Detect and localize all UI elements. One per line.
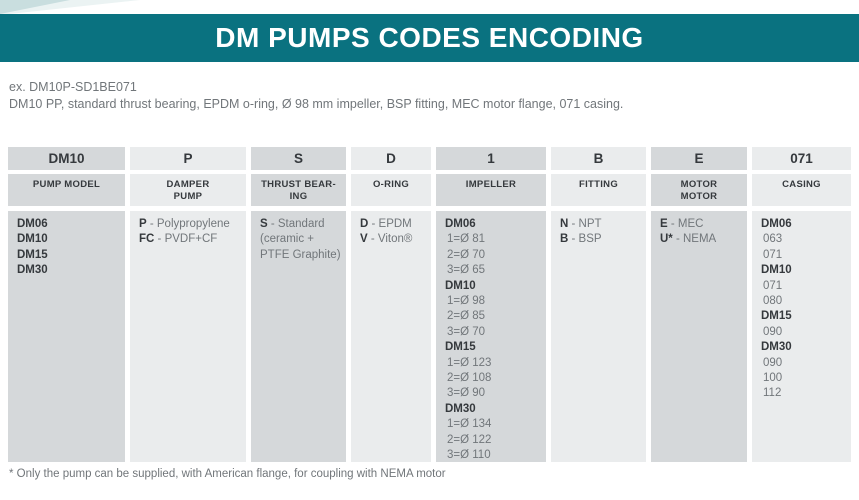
code-cell: E [651,147,747,170]
label-row: PUMP MODEL DAMPER PUMP THRUST BEAR- ING O-R… [8,174,851,206]
example-code: ex. DM10P-SD1BE071 [9,80,137,94]
body-cell: DM06 1=Ø 81 2=Ø 70 3=Ø 65 DM10 1=Ø 98 2=Ø 85 3=… [436,211,546,462]
example-description: DM10 PP, standard thrust bearing, EPDM o… [9,97,624,111]
entry-line: (ceramic + [260,233,314,246]
entry-line: 071 [763,248,783,261]
footnote: * Only the pump can be supplied, with Am… [9,468,446,480]
label-cell: MOTOR MOTOR [651,174,747,206]
entry-line: 1=Ø 134 [447,418,492,431]
body-row: DM06 DM10 DM15 DM30 P - Polypropylene FC - PV… [8,211,851,462]
entry-line: 2=Ø 85 [447,310,486,323]
codes-encoding-table: DM10 P S D 1 B E 071 PUMP MODEL DAMPER PUMP THRUS… [8,147,851,462]
title-bar: DM PUMPS CODES ENCODING [0,14,859,62]
entry-line: 080 [763,295,783,308]
code-cell: DM10 [8,147,125,170]
code-cell: S [251,147,346,170]
body-cell: P - Polypropylene FC - PVDF+CF [130,211,246,462]
code-cell: 071 [752,147,851,170]
code-cell: 1 [436,147,546,170]
entry-line: DM06 [445,218,476,230]
label-cell: PUMP MODEL [8,174,125,206]
entry-line: DM10 [17,233,48,246]
entry-line: 3=Ø 65 [447,264,486,277]
entry-line: 1=Ø 81 [447,233,486,246]
entry-line: N - NPT [560,218,602,230]
label-cell: FITTING [551,174,646,206]
entry-line: 112 [763,387,782,400]
entry-line: 090 [763,325,783,338]
entry-line: 090 [763,356,783,369]
entry-line: FC - PVDF+CF [139,233,218,246]
entry-line: B - BSP [560,233,602,246]
page-title: DM PUMPS CODES ENCODING [215,22,644,53]
code-row: DM10 P S D 1 B E 071 [8,147,851,170]
entry-line: 100 [763,372,783,385]
label-cell: DAMPER PUMP [130,174,246,206]
entry-line: S - Standard [260,218,325,230]
entry-line: DM30 [761,341,792,354]
code-cell: D [351,147,431,170]
entry-line: 1=Ø 98 [447,295,486,308]
entry-line: V - Viton® [360,233,413,246]
entry-line: 2=Ø 70 [447,248,486,261]
corner-decoration [0,0,140,15]
label-cell: IMPELLER [436,174,546,206]
body-cell: E - MEC U* - NEMA [651,211,747,462]
entry-line: 3=Ø 70 [447,325,486,338]
entry-line: DM10 [761,264,792,277]
entry-line: 071 [763,279,783,292]
body-cell: S - Standard (ceramic + PTFE Graphite) [251,211,346,462]
entry-line: P - Polypropylene [139,218,230,230]
entry-line: DM15 [445,341,476,354]
entry-line: 2=Ø 122 [447,433,492,446]
code-cell: P [130,147,246,170]
entry-line: DM30 [17,264,48,277]
entry-line: U* - NEMA [660,233,717,246]
code-cell: B [551,147,646,170]
entry-line: 063 [763,233,783,246]
entry-line: 3=Ø 90 [447,387,486,400]
entry-line: PTFE Graphite) [260,248,341,261]
label-cell: O-RING [351,174,431,206]
label-cell: CASING [752,174,851,206]
entry-line: DM10 [445,279,476,292]
example-block: ex. DM10P-SD1BE071 DM10 PP, standard thr… [9,79,850,113]
label-cell: THRUST BEAR- ING [251,174,346,206]
entry-line: DM30 [445,402,476,415]
entry-line: DM15 [761,310,792,323]
entry-line: 3=Ø 110 [447,449,491,462]
body-cell: N - NPT B - BSP [551,211,646,462]
entry-line: E - MEC [660,218,704,230]
entry-line: 2=Ø 108 [447,372,492,385]
body-cell: D - EPDM V - Viton® [351,211,431,462]
body-cell: DM06 DM10 DM15 DM30 [8,211,125,462]
entry-line: D - EPDM [360,218,412,230]
entry-line: DM06 [761,218,792,230]
entry-line: DM06 [17,218,48,230]
body-cell: DM06 063 071 DM10 071 080 DM15 090 DM30 090 100 112 [752,211,851,462]
entry-line: 1=Ø 123 [447,356,492,369]
entry-line: DM15 [17,248,48,261]
